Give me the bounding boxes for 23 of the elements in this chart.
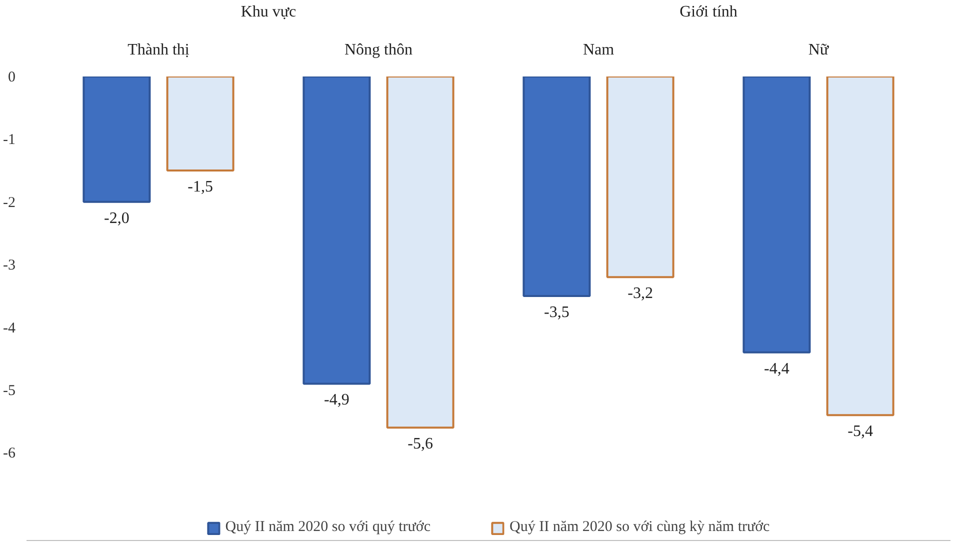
y-tick-label: -5 xyxy=(3,383,16,400)
y-tick-label: -6 xyxy=(3,446,16,462)
y-tick-label: -3 xyxy=(3,258,16,274)
x-tick-label: Thành thị xyxy=(128,42,190,58)
data-label: -5,6 xyxy=(408,436,433,453)
data-label: -3,5 xyxy=(544,304,570,321)
data-label: -1,5 xyxy=(188,178,213,196)
y-tick-label: 0 xyxy=(8,70,16,86)
legend-label: Quý II năm 2020 so với quý trước xyxy=(225,519,431,536)
data-label: -4,4 xyxy=(764,360,790,378)
data-label: -5,4 xyxy=(848,423,873,440)
data-label: -2,0 xyxy=(104,210,130,227)
y-tick-label: -2 xyxy=(3,194,16,211)
y-tick-label: -1 xyxy=(3,132,16,148)
legend-label: Quý II năm 2020 so với cùng kỳ năm trước xyxy=(510,519,770,536)
text: Khu vực xyxy=(240,4,296,20)
data-label: -4,9 xyxy=(324,392,350,409)
x-tick-label: Nữ xyxy=(808,42,830,58)
y-tick-label: -4 xyxy=(3,320,16,336)
data-label: -3,2 xyxy=(628,285,653,302)
x-tick-label: Nông thôn xyxy=(344,42,412,58)
x-tick-label: Nam xyxy=(582,42,615,58)
text: Giới tính xyxy=(680,4,738,20)
